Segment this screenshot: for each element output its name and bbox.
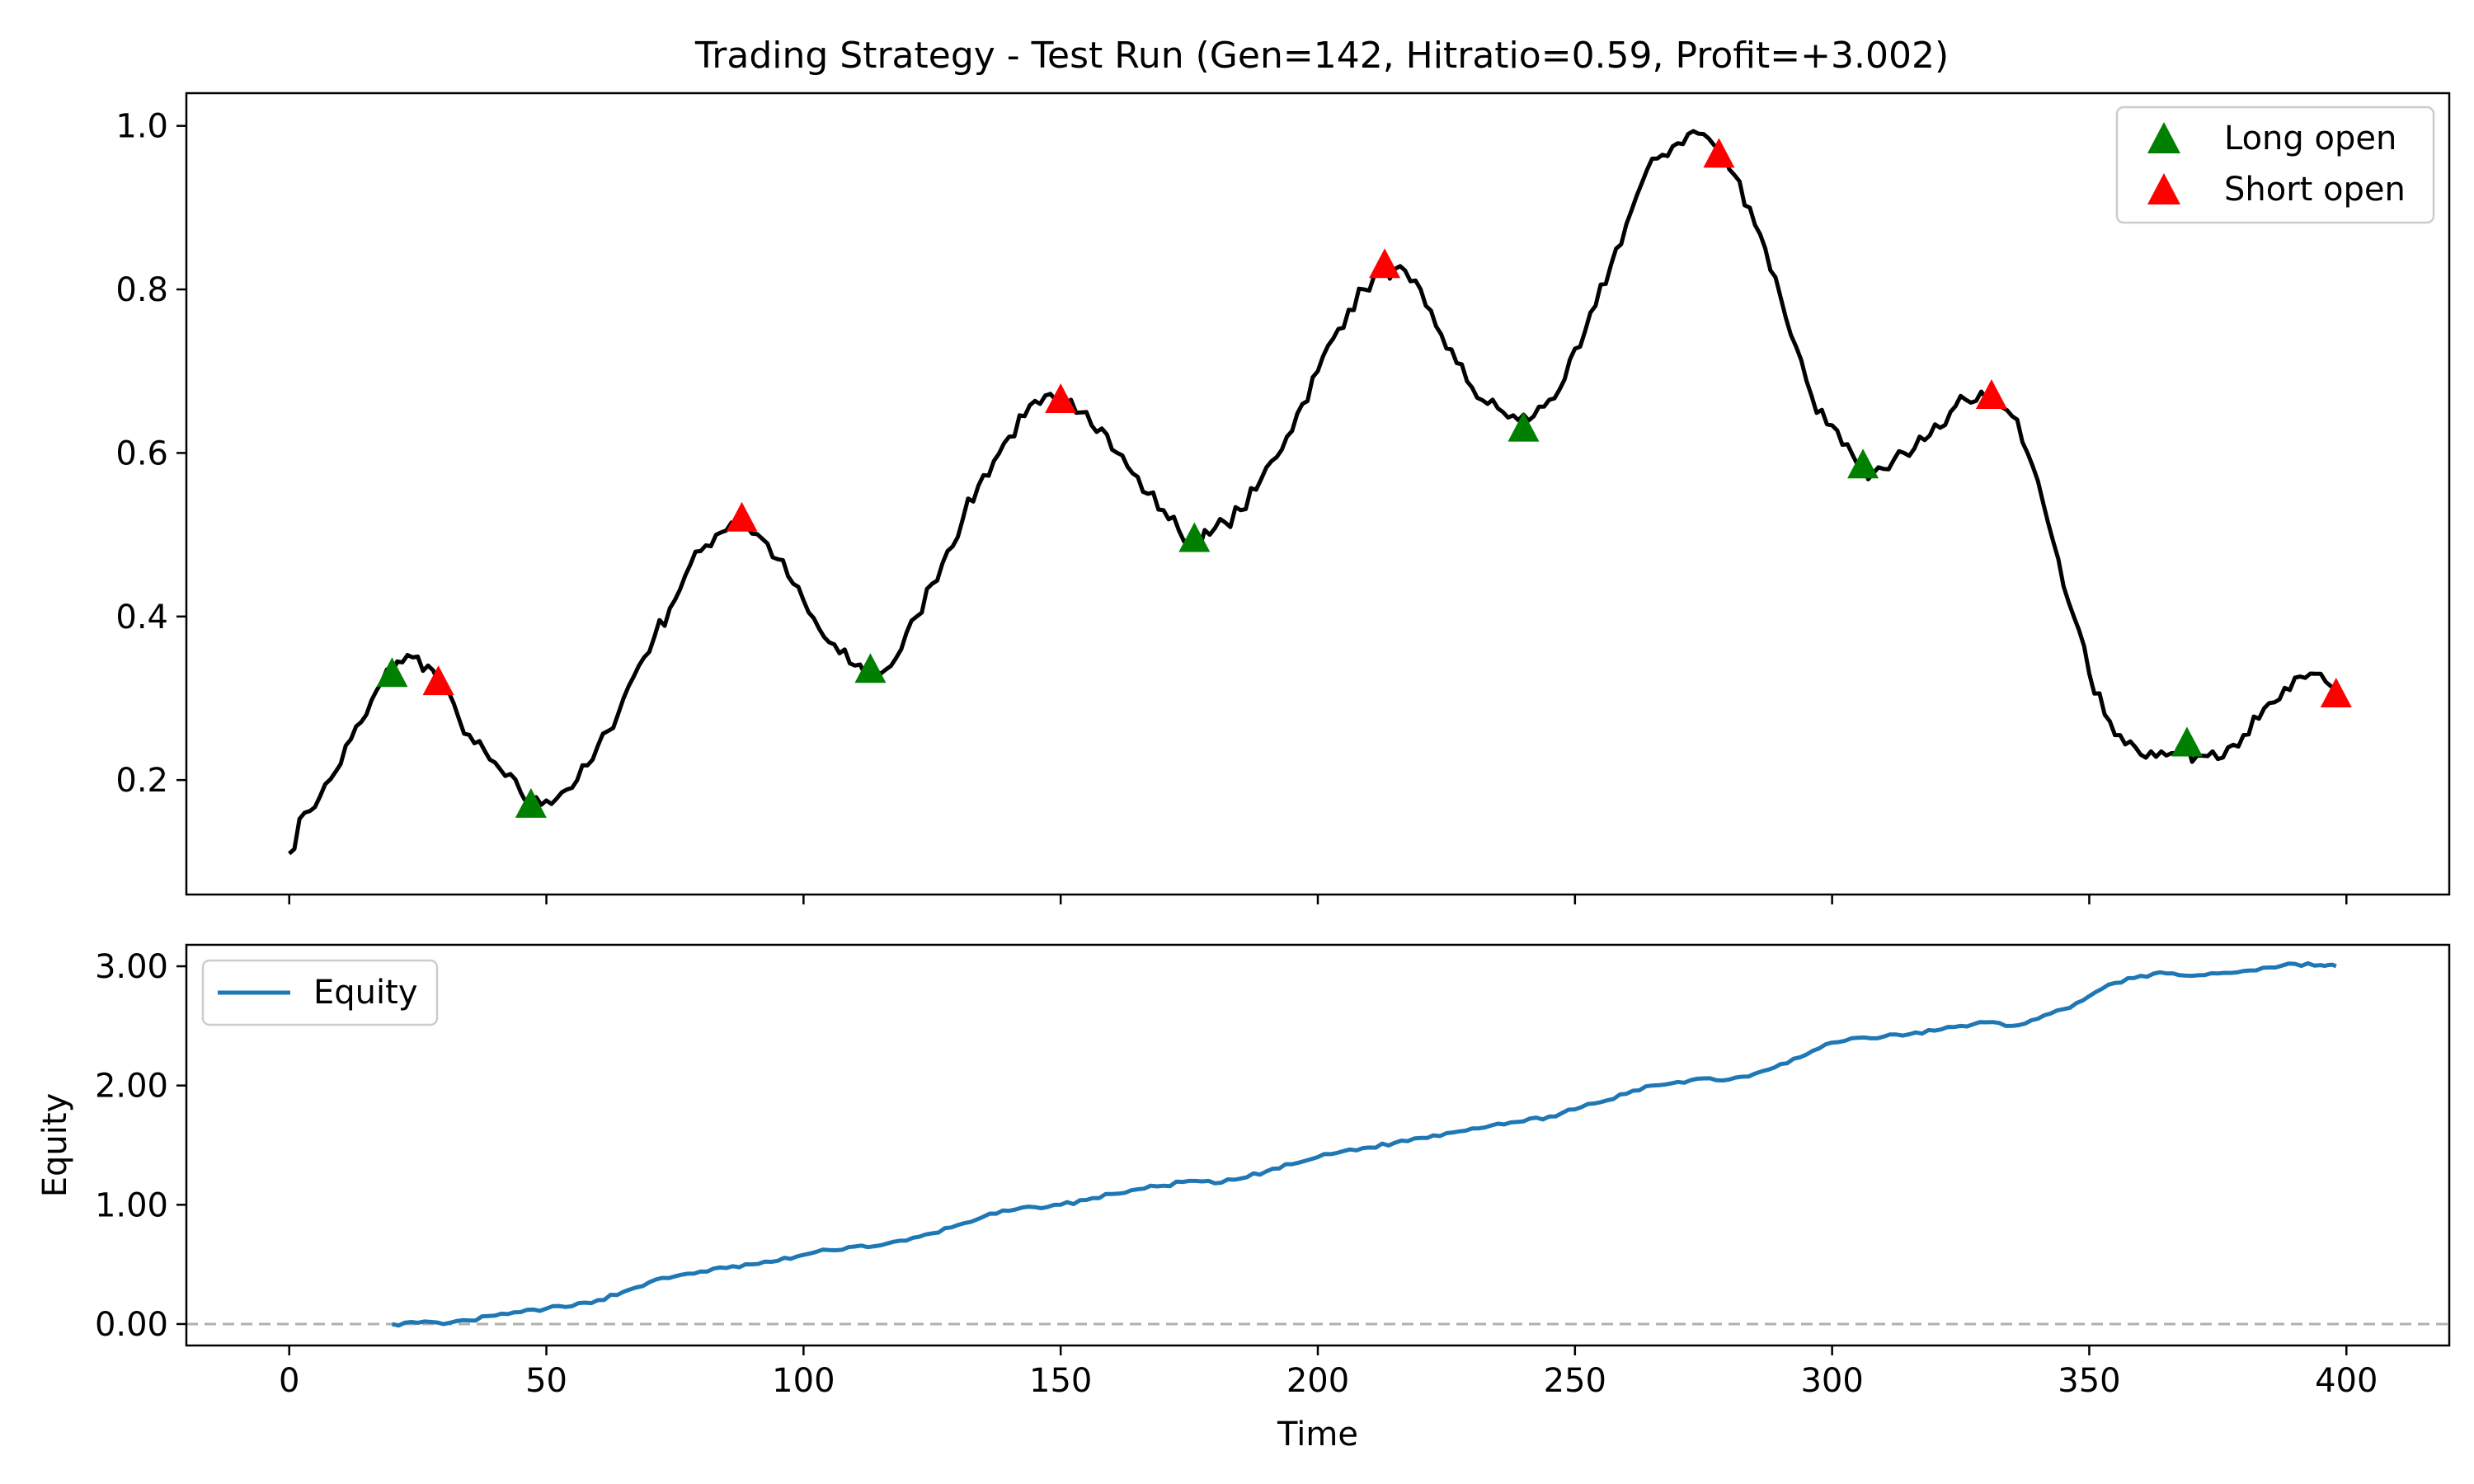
long-open-marker bbox=[2171, 726, 2203, 757]
price-panel: 0.2 0.4 0.6 0.8 1.0 Long open Short open bbox=[115, 92, 2451, 904]
equity-legend-box bbox=[201, 959, 439, 1026]
short-open-marker bbox=[1975, 378, 2007, 409]
trade-markers bbox=[376, 138, 2352, 818]
equity-plot-frame bbox=[185, 943, 2451, 1347]
equity-x-ticks: 0 50 100 150 200 250 300 350 400 bbox=[279, 1345, 2378, 1400]
price-x-ticks bbox=[288, 895, 2348, 904]
equity-x-tick-label: 350 bbox=[2058, 1362, 2120, 1400]
legend-label-equity: Equity bbox=[313, 974, 417, 1012]
price-y-ticks: 0.2 0.4 0.6 0.8 1.0 bbox=[115, 108, 186, 800]
legend-label-long: Long open bbox=[2224, 120, 2396, 157]
legend-marker-short bbox=[2147, 173, 2180, 204]
equity-panel: 0.00 1.00 2.00 3.00 0 50 100 150 200 250 300 350 40… bbox=[36, 943, 2451, 1453]
price-y-tick-label: 0.4 bbox=[115, 599, 168, 636]
short-open-marker bbox=[726, 501, 758, 532]
short-open-marker bbox=[1703, 138, 1735, 168]
long-open-marker bbox=[854, 653, 887, 683]
price-legend-box bbox=[2115, 106, 2435, 224]
legend-marker-long bbox=[2147, 122, 2180, 153]
equity-y-tick-label: 1.00 bbox=[95, 1186, 168, 1224]
equity-x-tick-label: 250 bbox=[1544, 1362, 1606, 1400]
long-open-marker bbox=[515, 787, 547, 818]
equity-x-tick-label: 400 bbox=[2315, 1362, 2378, 1400]
equity-x-tick-label: 200 bbox=[1286, 1362, 1349, 1400]
equity-x-tick-label: 300 bbox=[1800, 1362, 1863, 1400]
price-plot-frame bbox=[185, 92, 2451, 896]
equity-y-tick-label: 3.00 bbox=[95, 948, 168, 986]
equity-line bbox=[391, 960, 2337, 1328]
equity-y-ticks: 0.00 1.00 2.00 3.00 bbox=[95, 948, 186, 1344]
price-legend: Long open Short open bbox=[2115, 106, 2435, 224]
chart-title: Trading Strategy - Test Run (Gen=142, Hi… bbox=[694, 35, 1949, 77]
equity-x-tick-label: 150 bbox=[1029, 1362, 1092, 1400]
short-open-marker bbox=[1045, 383, 1077, 413]
equity-x-tick-label: 100 bbox=[772, 1362, 835, 1400]
short-open-marker bbox=[2320, 678, 2352, 707]
short-open-marker bbox=[1369, 248, 1401, 279]
equity-legend: Equity bbox=[201, 959, 439, 1026]
short-open-marker bbox=[422, 665, 454, 696]
long-open-marker bbox=[376, 657, 408, 688]
x-axis-label: Time bbox=[1277, 1416, 1358, 1453]
equity-x-tick-label: 0 bbox=[279, 1362, 299, 1400]
legend-label-short: Short open bbox=[2224, 171, 2406, 209]
equity-x-tick-label: 50 bbox=[525, 1362, 567, 1400]
price-y-tick-label: 0.6 bbox=[115, 434, 168, 472]
price-y-tick-label: 0.2 bbox=[115, 762, 168, 800]
price-y-tick-label: 1.0 bbox=[115, 108, 168, 146]
long-open-marker bbox=[1847, 448, 1879, 479]
long-open-marker bbox=[1178, 522, 1211, 552]
long-open-marker bbox=[1507, 411, 1540, 442]
price-y-tick-label: 0.8 bbox=[115, 271, 168, 309]
equity-y-tick-label: 2.00 bbox=[95, 1068, 168, 1106]
equity-y-tick-label: 0.00 bbox=[95, 1306, 168, 1344]
y-axis-label: Equity bbox=[36, 1093, 74, 1197]
